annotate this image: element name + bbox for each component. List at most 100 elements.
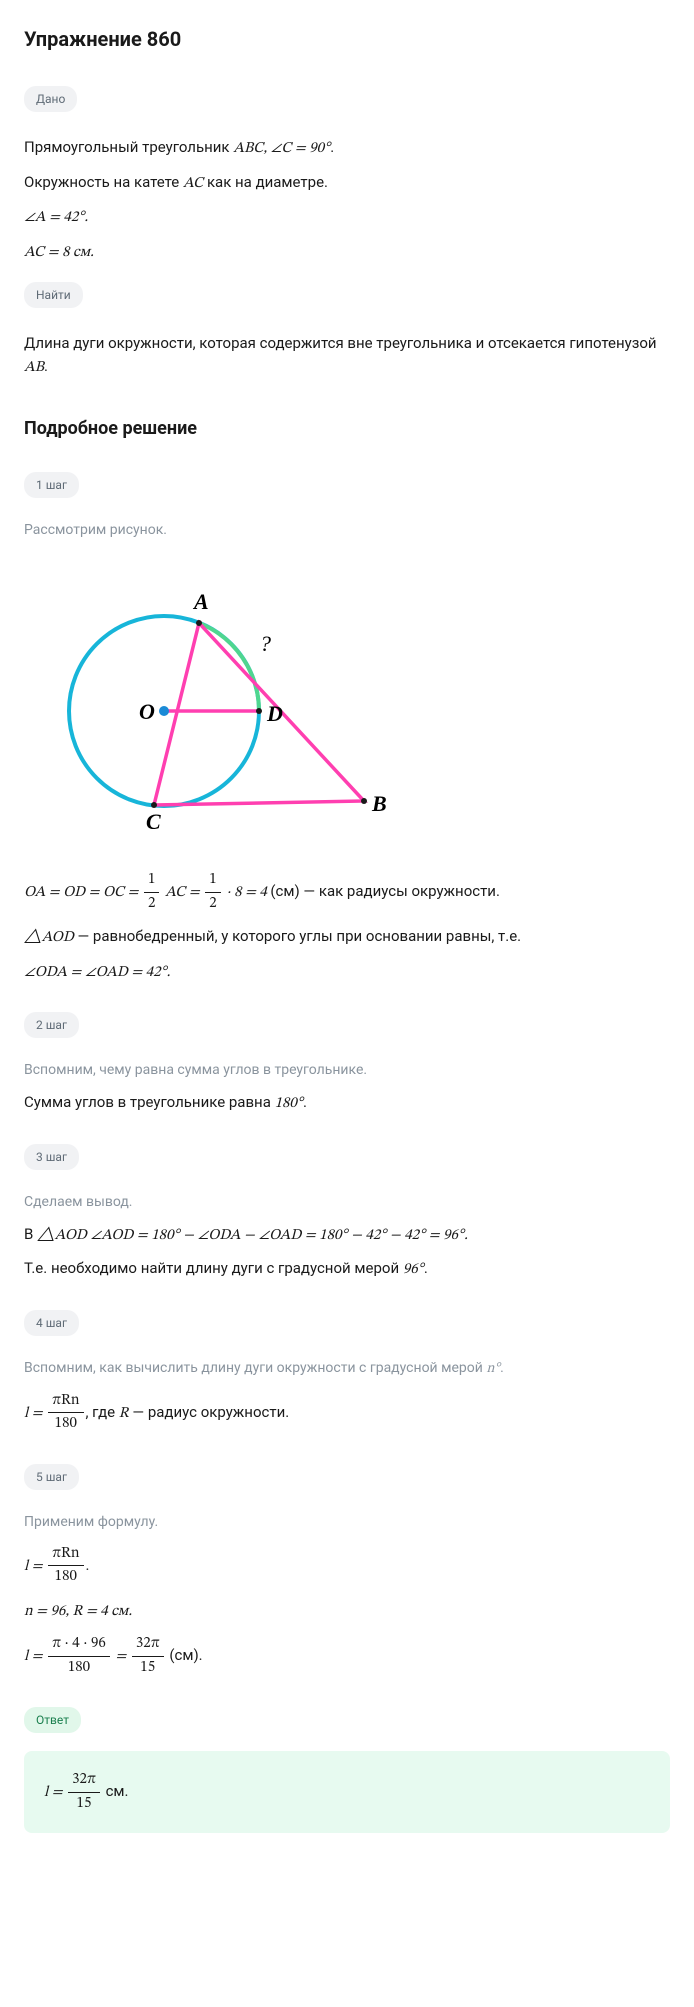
numerator: 1 (205, 869, 220, 892)
chip-step-5: 5 шаг (24, 1464, 79, 1490)
math: l = (44, 1785, 66, 1800)
given-line-4: AC = 8 см. (24, 240, 670, 265)
math: · 8 = 4 (226, 885, 270, 900)
answer-box: l = 32π15 см. (24, 1751, 670, 1833)
step-2-muted: Вспомним, чему равна сумма углов в треуг… (24, 1060, 670, 1081)
fraction: πRn180 (48, 1390, 83, 1436)
denominator: 180 (48, 1565, 83, 1589)
math: l = (24, 1405, 46, 1420)
math: n° (486, 1362, 500, 1376)
text: как на диаметре. (203, 173, 328, 191)
text: . (303, 1093, 307, 1111)
text: Длина дуги окружности, которая содержитс… (24, 334, 657, 352)
math: OA = OD = OC = (24, 885, 142, 900)
text: . (500, 1360, 504, 1376)
math: ∠ODA = ∠OAD = 42°. (24, 965, 170, 980)
step-4-muted: Вспомним, как вычислить длину дуги окруж… (24, 1358, 670, 1380)
denominator: 180 (48, 1656, 110, 1680)
denominator: 2 (205, 892, 220, 916)
math: = (116, 1649, 130, 1664)
chip-step-3: 3 шаг (24, 1144, 79, 1170)
fraction: π · 4 · 96180 (48, 1633, 110, 1679)
step-2-line-1: Сумма углов в треугольнике равна 180°. (24, 1091, 670, 1116)
label-A: A (192, 589, 209, 614)
step-1-line-3: ∠ODA = ∠OAD = 42°. (24, 960, 670, 985)
label-C: C (146, 809, 161, 834)
denominator: 2 (144, 892, 159, 916)
math: △AOD (24, 930, 74, 945)
chip-step-4: 4 шаг (24, 1310, 79, 1336)
text: Окружность на катете (24, 173, 183, 191)
math: l = (24, 1558, 46, 1573)
text: — как радиусы окружности. (300, 882, 500, 900)
chip-find: Найти (24, 282, 83, 308)
math: AC = (165, 885, 203, 900)
denominator: 15 (132, 1656, 164, 1680)
fraction: 12 (144, 869, 159, 915)
numerator: πRn (48, 1390, 83, 1413)
fraction: 32π15 (132, 1633, 164, 1679)
step-5-line-3: l = π · 4 · 96180 = 32π15 (см). (24, 1633, 670, 1679)
unit: (см). (169, 1646, 202, 1664)
math: R (119, 1405, 129, 1420)
fraction: 32π15 (68, 1769, 100, 1815)
fraction: πRn180 (48, 1543, 83, 1589)
fraction: 12 (205, 869, 220, 915)
text: — равнобедренный, у которого углы при ос… (74, 927, 521, 945)
text: — радиус окружности. (129, 1402, 290, 1420)
solution-title: Подробное решение (24, 415, 670, 442)
unit: (см) (270, 882, 299, 900)
math: AB (24, 360, 44, 375)
step-5-line-2: n = 96, R = 4 см. (24, 1599, 670, 1624)
math: l = (24, 1649, 46, 1664)
numerator: 32π (132, 1633, 164, 1656)
diagram: A B C D O ? (24, 551, 404, 851)
math: △AOD ∠AOD = 180° − ∠ODA − ∠OAD = 180° − … (37, 1228, 468, 1243)
numerator: πRn (48, 1543, 83, 1566)
step-1-muted: Рассмотрим рисунок. (24, 520, 670, 541)
step-1-line-2: △AOD — равнобедренный, у которого углы п… (24, 925, 670, 950)
math: 96° (403, 1262, 424, 1277)
math: n = 96, R = 4 см. (24, 1604, 132, 1619)
chip-step-2: 2 шаг (24, 1012, 79, 1038)
step-1-line-1: OA = OD = OC = 12 AC = 12 · 8 = 4 (см) —… (24, 869, 670, 915)
text: Сумма углов в треугольнике равна (24, 1093, 275, 1111)
find-text: Длина дуги окружности, которая содержитс… (24, 332, 670, 379)
label-B: B (371, 791, 387, 816)
math: AC (183, 176, 203, 191)
label-D: D (266, 701, 283, 726)
text: . (44, 357, 48, 375)
page-title: Упражнение 860 (24, 24, 670, 54)
unit: см. (106, 1782, 129, 1800)
text: Т.е. необходимо найти длину дуги с граду… (24, 1259, 403, 1277)
given-line-2: Окружность на катете AC как на диаметре. (24, 171, 670, 196)
chip-given: Дано (24, 86, 77, 112)
text: Вспомним, как вычислить длину дуги окруж… (24, 1360, 486, 1376)
step-5-muted: Применим формулу. (24, 1512, 670, 1533)
given-line-3: ∠A = 42°. (24, 205, 670, 230)
label-q: ? (260, 631, 271, 656)
label-O: O (139, 699, 155, 724)
numerator: 32π (68, 1769, 100, 1792)
math: 180° (275, 1096, 303, 1111)
denominator: 180 (48, 1412, 83, 1436)
text: . (330, 138, 334, 156)
step-4-line-1: l = πRn180, где R — радиус окружности. (24, 1390, 670, 1436)
text: . (424, 1259, 428, 1277)
step-3-muted: Сделаем вывод. (24, 1192, 670, 1213)
math: ∠A = 42°. (24, 210, 88, 225)
math: ABC, ∠C = 90° (233, 141, 330, 156)
numerator: 1 (144, 869, 159, 892)
step-5-line-1: l = πRn180. (24, 1543, 670, 1589)
text: Прямоугольный треугольник (24, 138, 233, 156)
text: В (24, 1225, 37, 1243)
denominator: 15 (68, 1792, 100, 1816)
math: AC = 8 см. (24, 245, 94, 260)
chip-step-1: 1 шаг (24, 472, 79, 498)
step-3-line-2: Т.е. необходимо найти длину дуги с граду… (24, 1257, 670, 1282)
text: , где (86, 1402, 119, 1420)
chip-answer: Ответ (24, 1707, 81, 1733)
text: . (86, 1555, 90, 1573)
numerator: π · 4 · 96 (48, 1633, 110, 1656)
step-3-line-1: В △AOD ∠AOD = 180° − ∠ODA − ∠OAD = 180° … (24, 1223, 670, 1248)
